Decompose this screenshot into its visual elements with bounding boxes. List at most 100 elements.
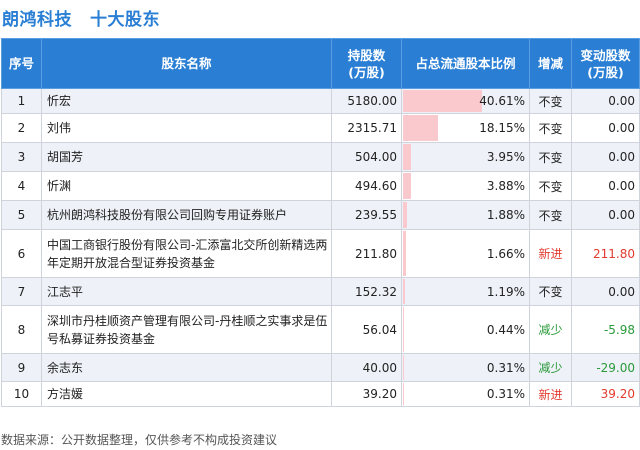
col-status-header: 增减 <box>529 38 572 89</box>
col-index-header: 序号 <box>1 38 42 89</box>
table-row: 9 余志东 40.00 0.31% 减少 -29.00 <box>1 353 640 382</box>
row-index: 2 <box>1 113 42 143</box>
changed-shares: 39.20 <box>571 381 640 407</box>
shareholder-name: 杭州朗鸿科技股份有限公司回购专用证券账户 <box>41 200 332 230</box>
changed-shares: 0.00 <box>571 113 640 143</box>
shares-held: 40.00 <box>331 353 402 382</box>
row-index: 7 <box>1 277 42 306</box>
ratio-bar <box>403 307 404 352</box>
ratio-cell: 1.66% <box>401 229 530 278</box>
changed-shares: -29.00 <box>571 353 640 382</box>
ratio-cell: 1.88% <box>401 200 530 230</box>
ratio-value: 1.66% <box>486 246 525 261</box>
ratio-cell: 0.44% <box>401 305 530 354</box>
col-name-header: 股东名称 <box>41 38 332 89</box>
ratio-bar <box>403 231 407 276</box>
row-index: 5 <box>1 200 42 230</box>
changed-shares: 0.00 <box>571 171 640 201</box>
row-index: 9 <box>1 353 42 382</box>
row-index: 8 <box>1 305 42 354</box>
table-row: 7 江志平 152.32 1.19% 不变 0.00 <box>1 277 640 306</box>
title-bar: 朗鸿科技 十大股东 <box>2 2 160 32</box>
col-shares-header: 持股数 (万股) <box>331 38 402 89</box>
table-row: 6 中国工商银行股份有限公司-汇添富北交所创新精选两年定期开放混合型证券投资基金 2… <box>1 229 640 278</box>
ratio-cell: 3.95% <box>401 142 530 172</box>
shareholder-name: 忻渊 <box>41 171 332 201</box>
row-index: 1 <box>1 88 42 114</box>
shares-held: 152.32 <box>331 277 402 306</box>
ratio-bar <box>403 279 406 304</box>
col-ratio-header: 占总流通股本比例 <box>401 38 530 89</box>
ratio-cell: 3.88% <box>401 171 530 201</box>
table-row: 8 深圳市丹桂顺资产管理有限公司-丹桂顺之实事求是伍号私募证券投资基金 56.04 0… <box>1 305 640 354</box>
shareholder-name: 胡国芳 <box>41 142 332 172</box>
ratio-value: 0.31% <box>486 360 525 375</box>
shareholder-name: 方洁媛 <box>41 381 332 407</box>
shares-held: 5180.00 <box>331 88 402 114</box>
shares-held: 211.80 <box>331 229 402 278</box>
shareholder-name: 深圳市丹桂顺资产管理有限公司-丹桂顺之实事求是伍号私募证券投资基金 <box>41 305 332 354</box>
ratio-cell: 0.31% <box>401 381 530 407</box>
ratio-value: 1.19% <box>486 284 525 299</box>
change-status: 不变 <box>529 200 572 230</box>
ratio-bar <box>403 173 411 199</box>
changed-shares: 0.00 <box>571 142 640 172</box>
ratio-bar <box>403 144 411 170</box>
shares-held: 494.60 <box>331 171 402 201</box>
shareholder-name: 忻宏 <box>41 88 332 114</box>
table-header-row: 序号 股东名称 持股数 (万股) 占总流通股本比例 增减 变动股数 (万股) <box>1 38 640 89</box>
ratio-value: 3.95% <box>486 150 525 164</box>
ratio-value: 3.88% <box>486 179 525 193</box>
ratio-bar <box>403 202 407 228</box>
ratio-bar <box>403 355 404 380</box>
ratio-bar <box>403 115 439 141</box>
row-index: 3 <box>1 142 42 172</box>
table-row: 2 刘伟 2315.71 18.15% 不变 0.00 <box>1 113 640 143</box>
ratio-cell: 0.31% <box>401 353 530 382</box>
change-status: 不变 <box>529 171 572 201</box>
col-change-header: 变动股数 (万股) <box>571 38 640 89</box>
data-source-note: 数据来源：公开数据整理，仅供参考不构成投资建议 <box>1 433 278 447</box>
row-index: 10 <box>1 381 42 407</box>
ratio-value: 18.15% <box>479 121 525 135</box>
change-status: 新进 <box>529 381 572 407</box>
row-index: 6 <box>1 229 42 278</box>
changed-shares: 0.00 <box>571 88 640 114</box>
change-status: 新进 <box>529 229 572 278</box>
ratio-value: 40.61% <box>479 94 525 108</box>
shares-held: 504.00 <box>331 142 402 172</box>
changed-shares: 0.00 <box>571 277 640 306</box>
row-index: 4 <box>1 171 42 201</box>
shareholder-name: 刘伟 <box>41 113 332 143</box>
change-status: 不变 <box>529 142 572 172</box>
changed-shares: -5.98 <box>571 305 640 354</box>
section-title: 十大股东 <box>90 9 160 30</box>
change-status: 不变 <box>529 113 572 143</box>
table-row: 4 忻渊 494.60 3.88% 不变 0.00 <box>1 171 640 201</box>
shareholders-table: 序号 股东名称 持股数 (万股) 占总流通股本比例 增减 变动股数 (万股) 1 忻宏… <box>1 38 640 407</box>
change-status: 减少 <box>529 305 572 354</box>
table-row: 5 杭州朗鸿科技股份有限公司回购专用证券账户 239.55 1.88% 不变 0.00 <box>1 200 640 230</box>
shareholder-name: 余志东 <box>41 353 332 382</box>
changed-shares: 0.00 <box>571 200 640 230</box>
table-row: 1 忻宏 5180.00 40.61% 不变 0.00 <box>1 88 640 114</box>
shareholder-name: 江志平 <box>41 277 332 306</box>
table-row: 3 胡国芳 504.00 3.95% 不变 0.00 <box>1 142 640 172</box>
ratio-bar <box>403 383 404 405</box>
shareholder-name: 中国工商银行股份有限公司-汇添富北交所创新精选两年定期开放混合型证券投资基金 <box>41 229 332 278</box>
change-status: 不变 <box>529 277 572 306</box>
change-status: 减少 <box>529 353 572 382</box>
shares-held: 239.55 <box>331 200 402 230</box>
ratio-cell: 1.19% <box>401 277 530 306</box>
shares-held: 39.20 <box>331 381 402 407</box>
shares-held: 2315.71 <box>331 113 402 143</box>
ratio-value: 1.88% <box>486 208 525 222</box>
ratio-value: 0.44% <box>486 322 525 337</box>
ratio-cell: 18.15% <box>401 113 530 143</box>
ratio-value: 0.31% <box>486 387 525 401</box>
ratio-cell: 40.61% <box>401 88 530 114</box>
table-row: 10 方洁媛 39.20 0.31% 新进 39.20 <box>1 381 640 407</box>
changed-shares: 211.80 <box>571 229 640 278</box>
change-status: 不变 <box>529 88 572 114</box>
company-name: 朗鸿科技 <box>2 9 72 30</box>
